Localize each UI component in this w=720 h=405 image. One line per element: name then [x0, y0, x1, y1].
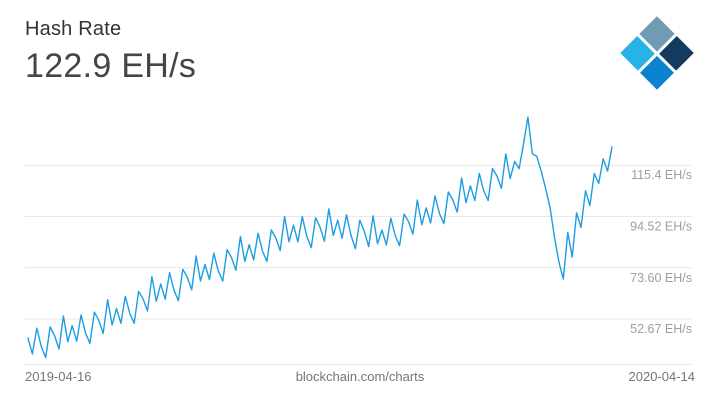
- current-hash-rate-value: 122.9 EH/s: [25, 47, 197, 85]
- y-axis-label: 94.52 EH/s: [630, 219, 692, 233]
- y-axis-label: 115.4 EH/s: [631, 168, 692, 182]
- blockchain-logo[interactable]: [618, 14, 696, 92]
- blockchain-logo-icon: [620, 16, 694, 90]
- y-axis-label: 73.60 EH/s: [630, 271, 692, 285]
- x-axis-start-date: 2019-04-16: [25, 369, 92, 384]
- chart-header: Hash Rate 122.9 EH/s: [25, 18, 196, 86]
- x-axis-end-date: 2020-04-14: [628, 369, 696, 384]
- hash-rate-chart[interactable]: 115.4 EH/s 94.52 EH/s 73.60 EH/s 52.67 EH/s: [0, 95, 720, 365]
- source-watermark: blockchain.com/charts: [295, 369, 425, 384]
- chart-title: Hash Rate: [25, 18, 122, 40]
- hash-rate-line: [27, 116, 613, 359]
- y-axis-label: 52.67 EH/s: [630, 322, 692, 336]
